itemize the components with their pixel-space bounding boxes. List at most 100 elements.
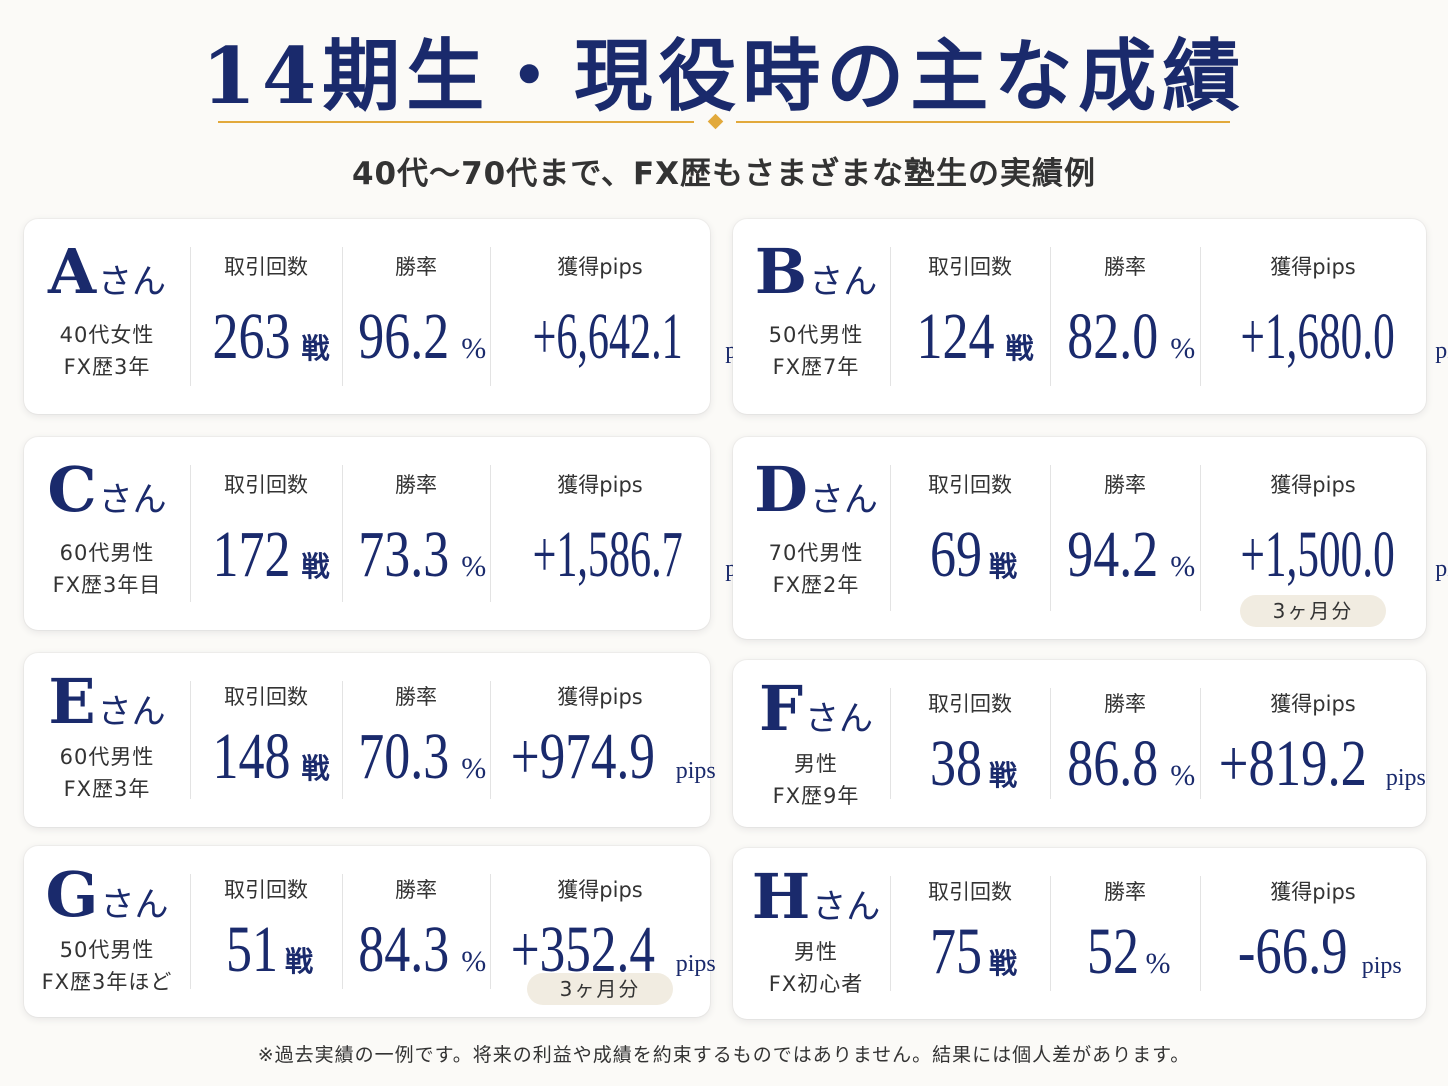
member-letter: F (758, 672, 804, 745)
column-divider (1050, 465, 1051, 611)
trade-count-number: 75 (929, 915, 983, 988)
trade-count-unit: 戦 (988, 949, 1017, 980)
trade-count-number: 69 (929, 518, 983, 591)
pips-gained-column: 獲得pips +1,586.7pips (490, 437, 766, 630)
win-rate-column: 勝率 94.2% (1050, 437, 1200, 639)
member-fx-experience: FX歴3年 (63, 355, 151, 379)
trade-count-column: 取引回数 69 戦 (890, 437, 1050, 639)
member-letter: H (751, 860, 811, 933)
trade-count-column: 取引回数 263 戦 (190, 219, 342, 414)
pips-gained-unit: pips (1435, 338, 1448, 364)
trade-count-unit: 戦 (284, 947, 313, 978)
win-rate-unit: % (461, 752, 487, 785)
period-badge: 3ヶ月分 (1240, 595, 1386, 627)
pips-gained-unit: pips (1361, 953, 1402, 979)
pips-gained-number: +819.2 (1218, 727, 1368, 800)
win-rate-column: 勝率 86.8% (1050, 660, 1200, 827)
pips-gained-number: +1,586.7 (532, 518, 683, 591)
trade-count-column: 取引回数 148 戦 (190, 653, 342, 827)
member-age-gender: 70代男性 (768, 541, 864, 565)
trade-count-column: 取引回数 51 戦 (190, 846, 342, 1017)
member-age-gender: 男性 (794, 752, 838, 776)
win-rate-unit: % (1170, 332, 1196, 365)
trade-count-number: 263 (212, 300, 291, 373)
win-rate-column: 勝率 70.3% (342, 653, 490, 827)
member-identity: Gさん 50代男性 FX歴3年ほど (24, 846, 190, 1017)
pips-gained-number: +6,642.1 (532, 300, 683, 373)
pips-gained-number: +974.9 (510, 720, 655, 793)
member-letter: A (47, 235, 97, 308)
column-divider (890, 688, 891, 799)
pips-gained-label: 獲得pips (1270, 692, 1356, 716)
divider-line-left (218, 121, 694, 123)
win-rate-number: 70.3 (358, 720, 449, 793)
win-rate-unit: % (461, 332, 487, 365)
column-divider (1050, 247, 1051, 386)
win-rate-label: 勝率 (1104, 880, 1146, 904)
win-rate-value: 70.3% (342, 719, 490, 795)
pips-gained-unit: pips (1385, 765, 1426, 791)
column-divider (190, 874, 191, 989)
column-divider (342, 874, 343, 989)
trade-count-label: 取引回数 (224, 878, 308, 902)
trade-count-value: 75 戦 (890, 914, 1050, 990)
trade-count-label: 取引回数 (224, 685, 308, 709)
pips-gained-column: 獲得pips +352.4 pips 3ヶ月分 (490, 846, 716, 1017)
win-rate-value: 73.3% (342, 517, 490, 593)
trade-count-label: 取引回数 (224, 473, 308, 497)
pips-gained-label: 獲得pips (557, 878, 643, 902)
win-rate-unit: % (461, 550, 487, 583)
trade-count-number: 124 (916, 300, 996, 373)
trade-count-label: 取引回数 (224, 255, 308, 279)
pips-gained-value: +1,680.0 pips (1200, 299, 1448, 375)
diamond-icon (707, 113, 724, 130)
trade-count-label: 取引回数 (928, 255, 1012, 279)
pips-gained-label: 獲得pips (557, 255, 643, 279)
member-identity: Bさん 50代男性 FX歴7年 (733, 219, 899, 414)
win-rate-value: 52% (1050, 914, 1200, 990)
win-rate-unit: % (461, 945, 487, 978)
trade-count-number: 51 (225, 913, 278, 986)
win-rate-value: 84.3% (342, 912, 490, 988)
member-identity: Dさん 70代男性 FX歴2年 (733, 437, 899, 639)
column-divider (190, 681, 191, 799)
trade-count-unit: 戦 (1005, 334, 1034, 365)
honorific-san: さん (809, 262, 878, 302)
column-divider (490, 681, 491, 799)
pips-gained-label: 獲得pips (1270, 255, 1356, 279)
win-rate-unit: % (1170, 550, 1196, 583)
column-divider (890, 465, 891, 611)
win-rate-column: 勝率 84.3% (342, 846, 490, 1017)
win-rate-number: 52 (1086, 915, 1139, 988)
trade-count-unit: 戦 (301, 552, 330, 583)
honorific-san: さん (812, 887, 881, 927)
trade-count-unit: 戦 (301, 334, 330, 365)
win-rate-value: 96.2% (342, 299, 490, 375)
member-name: Eさん (24, 665, 190, 738)
member-age-gender: 男性 (794, 940, 838, 964)
member-card: Eさん 60代男性 FX歴3年 取引回数 148 戦 勝率 70.3% 獲得pips +974.9… (24, 653, 716, 827)
column-divider (1200, 688, 1201, 799)
trade-count-column: 取引回数 124 戦 (890, 219, 1050, 414)
trade-count-number: 172 (212, 518, 291, 591)
column-divider (190, 465, 191, 602)
pips-gained-column: 獲得pips +1,680.0 pips (1200, 219, 1448, 414)
pips-gained-value: +819.2 pips (1200, 726, 1426, 802)
member-card: Bさん 50代男性 FX歴7年 取引回数 124 戦 勝率 82.0% 獲得pips +1,680… (733, 219, 1448, 414)
win-rate-value: 86.8% (1050, 726, 1200, 802)
divider-line-right (736, 121, 1230, 123)
member-name: Fさん (733, 672, 899, 745)
win-rate-value: 82.0% (1050, 299, 1200, 375)
win-rate-label: 勝率 (395, 255, 437, 279)
column-divider (1200, 247, 1201, 386)
title-divider (218, 113, 1230, 130)
win-rate-number: 94.2 (1067, 518, 1158, 591)
win-rate-column: 勝率 52% (1050, 848, 1200, 1019)
member-fx-experience: FX歴3年目 (52, 573, 162, 597)
honorific-san: さん (805, 699, 874, 739)
member-name: Hさん (733, 860, 899, 933)
pips-gained-column: 獲得pips +6,642.1pips (490, 219, 766, 414)
member-age-gender: 60代男性 (59, 745, 155, 769)
member-letter: G (45, 858, 99, 931)
